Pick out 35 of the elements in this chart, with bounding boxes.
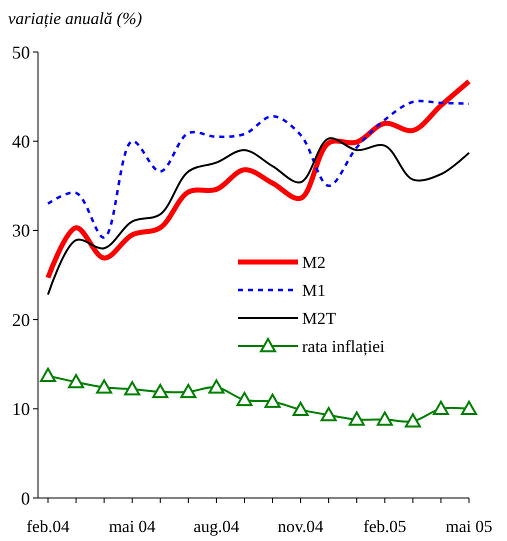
y-tick-label: 0 <box>21 488 30 508</box>
legend-label: rata inflației <box>302 336 385 356</box>
point <box>96 379 112 394</box>
x-tick-label: feb.05 <box>363 517 406 536</box>
point <box>236 392 252 406</box>
point <box>208 379 224 394</box>
y-axis-title: variație anuală (%) <box>8 9 142 28</box>
legend-label: M2T <box>302 308 337 328</box>
x-tick-label: mai 05 <box>446 517 492 536</box>
point <box>432 400 449 416</box>
legend-label: M2 <box>302 252 326 272</box>
point <box>376 412 393 426</box>
point <box>124 381 140 396</box>
y-tick-label: 20 <box>12 310 30 330</box>
line-series <box>46 100 470 239</box>
point <box>404 413 421 428</box>
point <box>180 384 196 398</box>
x-tick-label: mai 04 <box>108 517 156 536</box>
y-tick-label: 50 <box>12 42 30 62</box>
point <box>461 400 477 416</box>
x-tick-label: nov.04 <box>278 517 324 536</box>
point <box>40 368 56 382</box>
point <box>320 407 337 422</box>
y-tick-label: 10 <box>12 399 30 420</box>
y-tick-label: 40 <box>12 132 30 152</box>
point <box>348 412 365 426</box>
point <box>264 394 281 408</box>
x-tick-label: feb.04 <box>26 517 70 536</box>
x-tick-label: aug.04 <box>194 517 240 536</box>
legend-label: M1 <box>302 280 326 300</box>
line-series <box>47 137 470 296</box>
point <box>68 374 84 388</box>
point <box>152 384 168 398</box>
y-tick-label: 30 <box>12 220 30 241</box>
point <box>292 402 309 416</box>
